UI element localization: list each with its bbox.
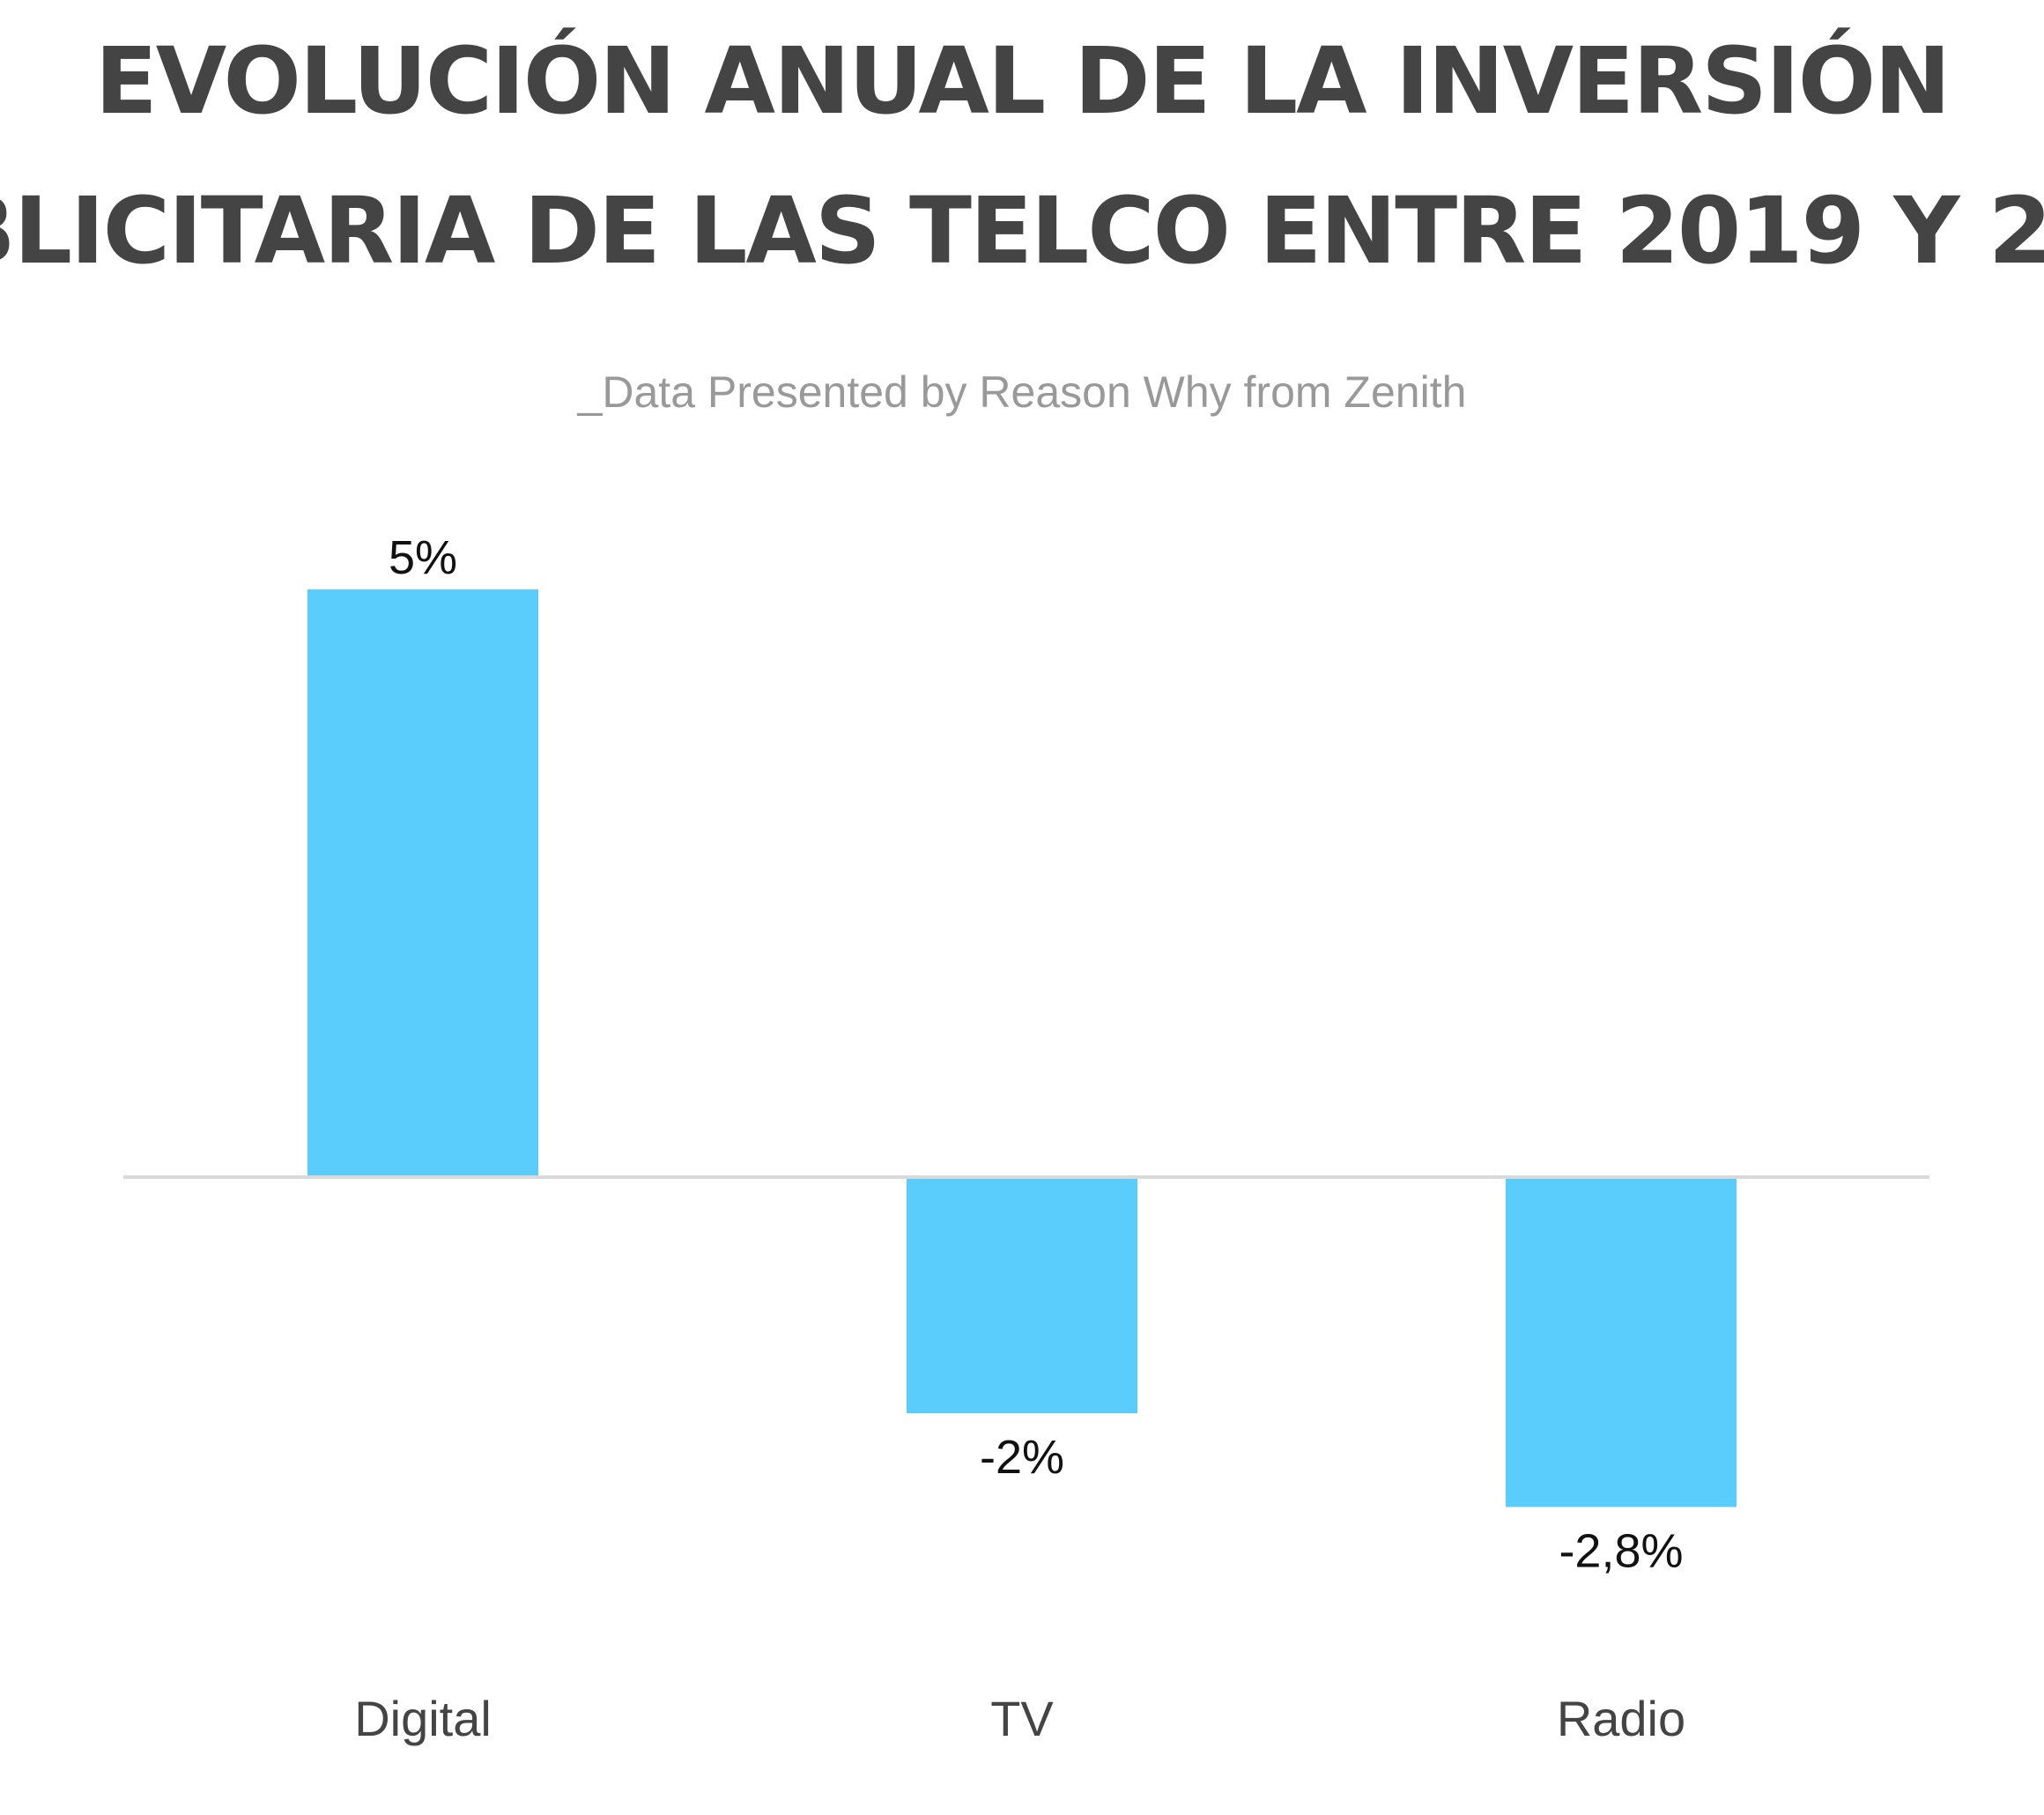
category-label-tv: TV <box>990 1691 1054 1746</box>
data-label-tv: -2% <box>980 1431 1064 1484</box>
category-label-radio: Radio <box>1557 1691 1685 1746</box>
chart-title-line-2: PUBLICITARIA DE LAS TELCO ENTRE 2019 Y 2… <box>0 177 2044 285</box>
bars-group <box>307 589 1737 1508</box>
data-label-digital: 5% <box>389 531 457 584</box>
bar-tv <box>907 1179 1137 1413</box>
chart-subtitle: _Data Presented by Reason Why from Zenit… <box>577 367 1467 417</box>
category-label-digital: Digital <box>354 1691 492 1746</box>
bar-radio <box>1506 1179 1737 1508</box>
data-label-radio: -2,8% <box>1559 1524 1683 1577</box>
bar-digital <box>307 589 538 1175</box>
labels-group: 5% Digital -2% TV -2,8% Radio <box>354 531 1685 1746</box>
chart-title-line-1: EVOLUCIÓN ANUAL DE LA INVERSIÓN <box>95 27 1949 135</box>
